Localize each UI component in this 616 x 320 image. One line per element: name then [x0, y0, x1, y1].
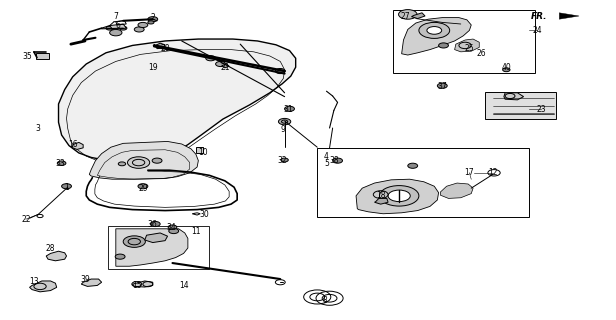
- Text: 19: 19: [148, 63, 158, 72]
- Circle shape: [408, 163, 418, 168]
- Text: 26: 26: [477, 49, 487, 58]
- Polygon shape: [46, 251, 67, 261]
- Text: 13: 13: [29, 277, 39, 286]
- Circle shape: [115, 254, 125, 259]
- Text: 2: 2: [150, 13, 155, 22]
- Text: 24: 24: [532, 26, 542, 35]
- Text: 1: 1: [64, 183, 69, 192]
- Circle shape: [281, 158, 288, 162]
- Circle shape: [168, 225, 177, 229]
- Text: 20: 20: [160, 44, 170, 52]
- Circle shape: [57, 161, 66, 165]
- Text: 27: 27: [400, 12, 410, 20]
- Text: 8: 8: [323, 296, 328, 305]
- Circle shape: [169, 228, 179, 234]
- Circle shape: [388, 190, 410, 202]
- Polygon shape: [402, 18, 471, 55]
- Circle shape: [128, 157, 150, 168]
- Bar: [36, 53, 49, 59]
- Polygon shape: [30, 281, 57, 292]
- Text: 28: 28: [46, 244, 55, 253]
- Polygon shape: [504, 93, 524, 100]
- Circle shape: [379, 186, 419, 206]
- Circle shape: [439, 43, 448, 48]
- Polygon shape: [222, 64, 229, 68]
- Polygon shape: [155, 43, 165, 49]
- Polygon shape: [110, 24, 126, 29]
- Circle shape: [118, 162, 126, 166]
- Text: 37: 37: [437, 82, 447, 91]
- Polygon shape: [375, 198, 388, 204]
- Polygon shape: [440, 183, 473, 198]
- Text: 15: 15: [132, 281, 142, 290]
- Text: FR.: FR.: [530, 12, 547, 20]
- Circle shape: [106, 26, 113, 30]
- Text: 29: 29: [138, 184, 148, 193]
- Text: 30: 30: [200, 210, 209, 219]
- Circle shape: [150, 221, 160, 227]
- Circle shape: [62, 184, 71, 189]
- Text: 21: 21: [220, 63, 230, 72]
- Circle shape: [206, 56, 216, 61]
- Text: 36: 36: [148, 220, 158, 229]
- Circle shape: [278, 118, 291, 125]
- Text: 18: 18: [376, 191, 386, 200]
- Text: 23: 23: [536, 105, 546, 114]
- Text: 32: 32: [277, 156, 287, 164]
- Text: 7: 7: [113, 12, 118, 20]
- Text: 35: 35: [23, 52, 33, 60]
- Polygon shape: [356, 179, 439, 214]
- Text: 9: 9: [281, 125, 286, 134]
- Polygon shape: [411, 13, 425, 19]
- Text: 25: 25: [464, 44, 474, 53]
- Circle shape: [437, 83, 447, 88]
- Text: 31: 31: [283, 105, 293, 114]
- Text: 16: 16: [68, 140, 78, 149]
- Circle shape: [503, 68, 510, 72]
- Text: 17: 17: [464, 168, 474, 177]
- Circle shape: [110, 29, 122, 36]
- Text: 3: 3: [36, 124, 41, 132]
- Polygon shape: [89, 141, 198, 179]
- Text: 10: 10: [198, 148, 208, 156]
- Circle shape: [148, 21, 154, 24]
- Circle shape: [427, 27, 442, 34]
- Text: 11: 11: [191, 227, 201, 236]
- Text: 12: 12: [488, 168, 498, 177]
- Text: 6: 6: [116, 21, 121, 30]
- Circle shape: [138, 22, 148, 28]
- Circle shape: [152, 158, 162, 163]
- Circle shape: [138, 184, 148, 189]
- Text: 33: 33: [55, 159, 65, 168]
- Polygon shape: [145, 233, 168, 243]
- Text: 40: 40: [501, 63, 511, 72]
- Circle shape: [419, 22, 450, 38]
- Polygon shape: [81, 279, 102, 286]
- Circle shape: [216, 61, 225, 67]
- Text: 39: 39: [80, 275, 90, 284]
- Polygon shape: [132, 281, 153, 287]
- Text: 14: 14: [179, 281, 188, 290]
- Polygon shape: [116, 229, 188, 266]
- Circle shape: [399, 10, 417, 19]
- Circle shape: [333, 158, 342, 163]
- Text: 38: 38: [329, 156, 339, 165]
- Text: 34: 34: [166, 223, 176, 232]
- Polygon shape: [485, 92, 556, 119]
- Circle shape: [134, 27, 144, 32]
- Text: 22: 22: [21, 215, 31, 224]
- Polygon shape: [73, 142, 83, 149]
- Polygon shape: [455, 39, 479, 52]
- Polygon shape: [559, 13, 579, 19]
- Circle shape: [285, 106, 294, 111]
- Circle shape: [148, 17, 158, 22]
- Text: 5: 5: [324, 159, 329, 168]
- Circle shape: [275, 68, 285, 74]
- Text: 4: 4: [324, 152, 329, 161]
- Bar: [196, 147, 203, 153]
- Circle shape: [123, 236, 145, 247]
- Circle shape: [120, 26, 127, 30]
- Polygon shape: [59, 39, 296, 161]
